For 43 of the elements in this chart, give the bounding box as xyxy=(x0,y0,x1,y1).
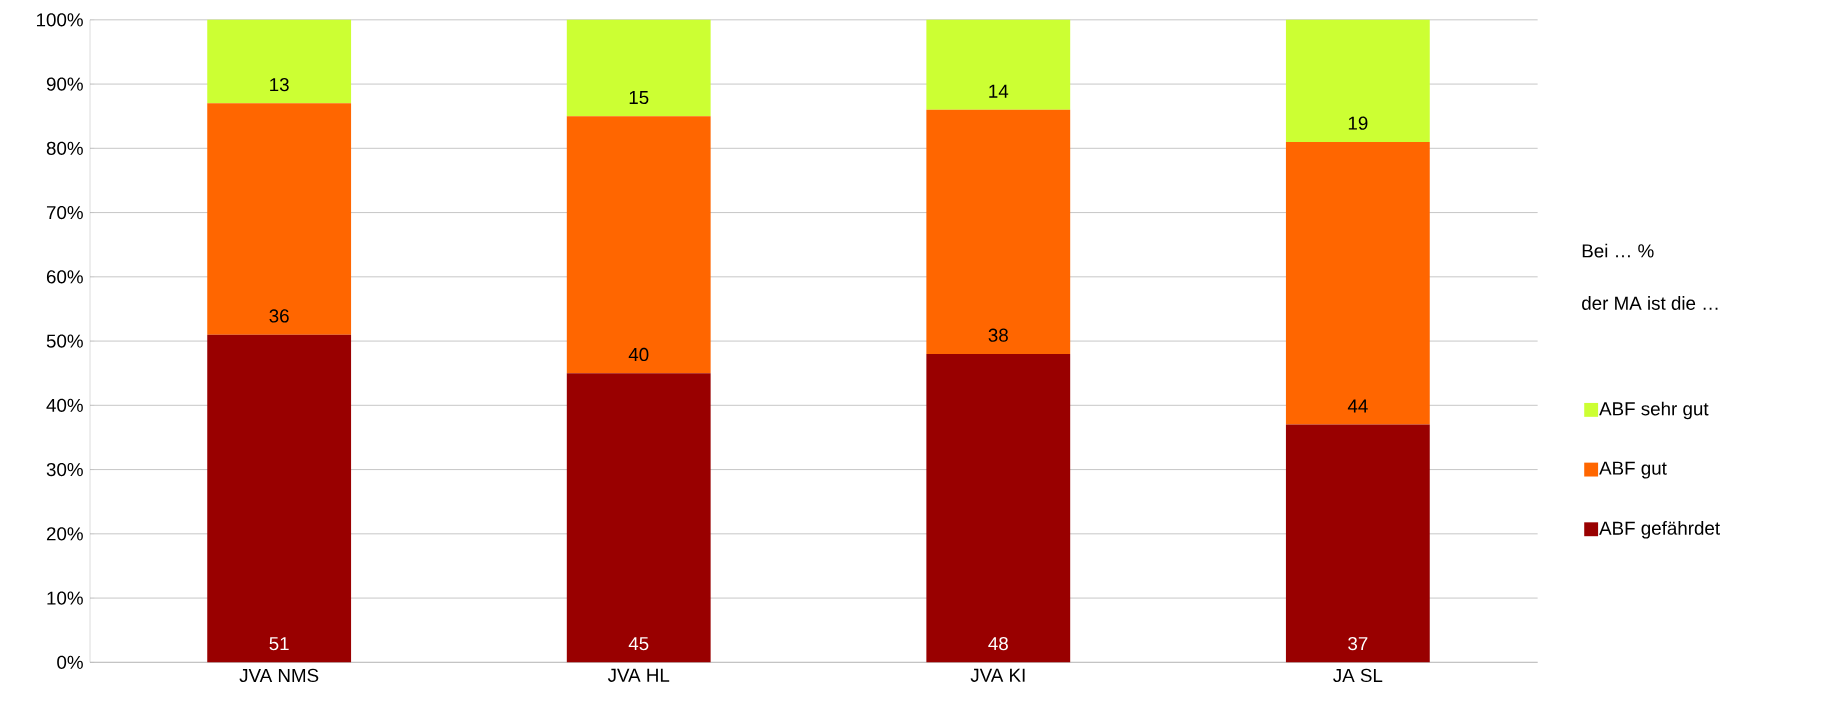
data-label: 13 xyxy=(270,77,289,92)
x-tick-label: JVA KI xyxy=(970,668,1025,682)
bar xyxy=(1285,424,1430,663)
data-label: 45 xyxy=(628,637,649,651)
data-label: 19 xyxy=(1348,116,1368,130)
y-tick-label: 40% xyxy=(46,398,83,412)
bar xyxy=(566,116,711,374)
data-label: 44 xyxy=(1347,399,1368,413)
bar xyxy=(207,19,352,104)
bar xyxy=(566,373,711,663)
bar xyxy=(926,353,1071,663)
x-tick-label: JVA HL xyxy=(607,668,670,682)
legend-label: ABF gut xyxy=(1599,461,1667,479)
bar xyxy=(926,19,1071,110)
y-tick-label: 0% xyxy=(57,655,83,670)
bar xyxy=(207,103,352,335)
data-label: 40 xyxy=(628,347,649,362)
data-label: 14 xyxy=(989,84,1009,98)
data-label: 38 xyxy=(988,328,1008,342)
legend-label: ABF sehr gut xyxy=(1599,401,1709,420)
bar xyxy=(566,19,711,117)
y-tick-label: 20% xyxy=(46,527,83,541)
text: Bei … % der MA ist die … xyxy=(1582,243,1718,310)
y-tick-label: 80% xyxy=(46,141,83,155)
data-label: 51 xyxy=(269,637,289,651)
bar xyxy=(1285,141,1430,425)
data-label: 37 xyxy=(1348,636,1368,651)
data-label: 48 xyxy=(988,636,1008,651)
y-tick-label: 70% xyxy=(46,205,83,220)
bar xyxy=(1285,19,1430,142)
y-tick-label: 90% xyxy=(46,77,83,91)
y-tick-label: 10% xyxy=(47,591,83,605)
bar xyxy=(207,334,352,663)
legend-label: ABF gefährdet xyxy=(1599,521,1720,539)
y-tick-label: 30% xyxy=(46,462,83,477)
x-tick-label: JA SL xyxy=(1333,668,1383,683)
y-tick-label: 50% xyxy=(46,334,83,348)
bar xyxy=(926,109,1071,354)
y-tick-label: 100% xyxy=(37,13,83,27)
data-label: 15 xyxy=(629,91,649,105)
y-tick-label: 60% xyxy=(46,270,83,284)
data-label: 36 xyxy=(269,309,289,323)
x-tick-label: JVA NMS xyxy=(239,668,319,683)
